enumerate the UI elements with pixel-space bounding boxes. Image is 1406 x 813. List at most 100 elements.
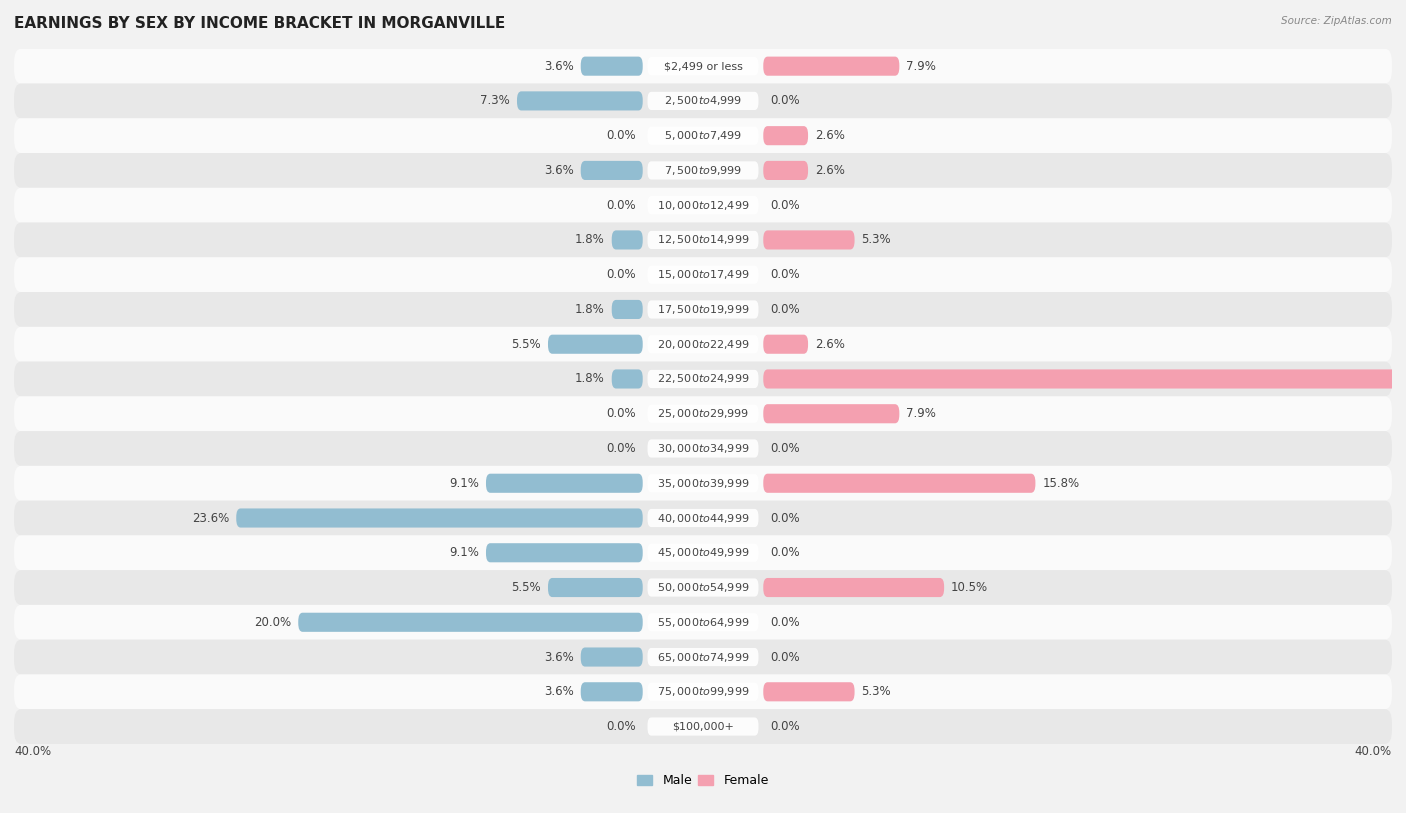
FancyBboxPatch shape (14, 327, 1392, 362)
FancyBboxPatch shape (14, 570, 1392, 605)
FancyBboxPatch shape (648, 648, 758, 666)
FancyBboxPatch shape (548, 578, 643, 597)
FancyBboxPatch shape (581, 647, 643, 667)
FancyBboxPatch shape (648, 335, 758, 354)
FancyBboxPatch shape (648, 439, 758, 458)
Text: 3.6%: 3.6% (544, 650, 574, 663)
Text: 7.3%: 7.3% (481, 94, 510, 107)
FancyBboxPatch shape (763, 404, 900, 424)
FancyBboxPatch shape (763, 682, 855, 702)
Text: 1.8%: 1.8% (575, 303, 605, 316)
FancyBboxPatch shape (14, 258, 1392, 292)
FancyBboxPatch shape (14, 466, 1392, 501)
FancyBboxPatch shape (612, 300, 643, 319)
FancyBboxPatch shape (648, 405, 758, 423)
Text: $5,000 to $7,499: $5,000 to $7,499 (664, 129, 742, 142)
FancyBboxPatch shape (581, 682, 643, 702)
Legend: Male, Female: Male, Female (633, 769, 773, 793)
Text: 0.0%: 0.0% (606, 442, 636, 455)
Text: 5.5%: 5.5% (512, 337, 541, 350)
FancyBboxPatch shape (548, 335, 643, 354)
FancyBboxPatch shape (648, 300, 758, 319)
FancyBboxPatch shape (648, 196, 758, 215)
FancyBboxPatch shape (763, 57, 900, 76)
Text: 5.5%: 5.5% (512, 581, 541, 594)
Text: $15,000 to $17,499: $15,000 to $17,499 (657, 268, 749, 281)
Text: 40.0%: 40.0% (14, 745, 51, 758)
Text: $2,499 or less: $2,499 or less (664, 61, 742, 72)
Text: $22,500 to $24,999: $22,500 to $24,999 (657, 372, 749, 385)
Text: $100,000+: $100,000+ (672, 722, 734, 732)
FancyBboxPatch shape (763, 161, 808, 180)
FancyBboxPatch shape (612, 230, 643, 250)
FancyBboxPatch shape (14, 362, 1392, 397)
FancyBboxPatch shape (236, 508, 643, 528)
Text: 9.1%: 9.1% (450, 476, 479, 489)
FancyBboxPatch shape (648, 509, 758, 527)
FancyBboxPatch shape (14, 431, 1392, 466)
FancyBboxPatch shape (581, 57, 643, 76)
Text: 0.0%: 0.0% (606, 407, 636, 420)
FancyBboxPatch shape (648, 578, 758, 597)
Text: 23.6%: 23.6% (193, 511, 229, 524)
Text: $35,000 to $39,999: $35,000 to $39,999 (657, 476, 749, 489)
Text: 9.1%: 9.1% (450, 546, 479, 559)
Text: 5.3%: 5.3% (862, 233, 891, 246)
FancyBboxPatch shape (648, 92, 758, 110)
Text: 0.0%: 0.0% (770, 546, 800, 559)
FancyBboxPatch shape (14, 153, 1392, 188)
Text: $12,500 to $14,999: $12,500 to $14,999 (657, 233, 749, 246)
FancyBboxPatch shape (763, 369, 1406, 389)
FancyBboxPatch shape (14, 536, 1392, 570)
FancyBboxPatch shape (648, 161, 758, 180)
FancyBboxPatch shape (14, 84, 1392, 119)
FancyBboxPatch shape (14, 223, 1392, 258)
Text: 40.0%: 40.0% (1355, 745, 1392, 758)
Text: $17,500 to $19,999: $17,500 to $19,999 (657, 303, 749, 316)
Text: $45,000 to $49,999: $45,000 to $49,999 (657, 546, 749, 559)
FancyBboxPatch shape (763, 126, 808, 146)
Text: $25,000 to $29,999: $25,000 to $29,999 (657, 407, 749, 420)
Text: 1.8%: 1.8% (575, 372, 605, 385)
Text: 0.0%: 0.0% (770, 94, 800, 107)
Text: $75,000 to $99,999: $75,000 to $99,999 (657, 685, 749, 698)
Text: 15.8%: 15.8% (1042, 476, 1080, 489)
FancyBboxPatch shape (648, 613, 758, 632)
Text: 0.0%: 0.0% (770, 198, 800, 211)
Text: $10,000 to $12,499: $10,000 to $12,499 (657, 198, 749, 211)
FancyBboxPatch shape (14, 397, 1392, 431)
FancyBboxPatch shape (581, 161, 643, 180)
FancyBboxPatch shape (648, 57, 758, 76)
FancyBboxPatch shape (14, 188, 1392, 223)
Text: $40,000 to $44,999: $40,000 to $44,999 (657, 511, 749, 524)
FancyBboxPatch shape (612, 369, 643, 389)
FancyBboxPatch shape (648, 474, 758, 493)
Text: Source: ZipAtlas.com: Source: ZipAtlas.com (1281, 16, 1392, 26)
FancyBboxPatch shape (763, 474, 1035, 493)
Text: 0.0%: 0.0% (770, 650, 800, 663)
Text: 0.0%: 0.0% (606, 198, 636, 211)
Text: 7.9%: 7.9% (907, 407, 936, 420)
FancyBboxPatch shape (648, 231, 758, 249)
Text: 10.5%: 10.5% (950, 581, 988, 594)
FancyBboxPatch shape (14, 501, 1392, 536)
Text: 3.6%: 3.6% (544, 59, 574, 72)
FancyBboxPatch shape (648, 266, 758, 284)
FancyBboxPatch shape (763, 230, 855, 250)
Text: 0.0%: 0.0% (606, 268, 636, 281)
Text: 1.8%: 1.8% (575, 233, 605, 246)
Text: EARNINGS BY SEX BY INCOME BRACKET IN MORGANVILLE: EARNINGS BY SEX BY INCOME BRACKET IN MOR… (14, 16, 505, 31)
FancyBboxPatch shape (763, 578, 945, 597)
Text: $55,000 to $64,999: $55,000 to $64,999 (657, 615, 749, 628)
FancyBboxPatch shape (486, 474, 643, 493)
FancyBboxPatch shape (648, 544, 758, 562)
Text: 0.0%: 0.0% (770, 303, 800, 316)
FancyBboxPatch shape (14, 292, 1392, 327)
Text: 2.6%: 2.6% (815, 129, 845, 142)
Text: 0.0%: 0.0% (606, 129, 636, 142)
Text: 7.9%: 7.9% (907, 59, 936, 72)
FancyBboxPatch shape (517, 91, 643, 111)
Text: $20,000 to $22,499: $20,000 to $22,499 (657, 337, 749, 350)
FancyBboxPatch shape (298, 613, 643, 632)
FancyBboxPatch shape (14, 709, 1392, 744)
